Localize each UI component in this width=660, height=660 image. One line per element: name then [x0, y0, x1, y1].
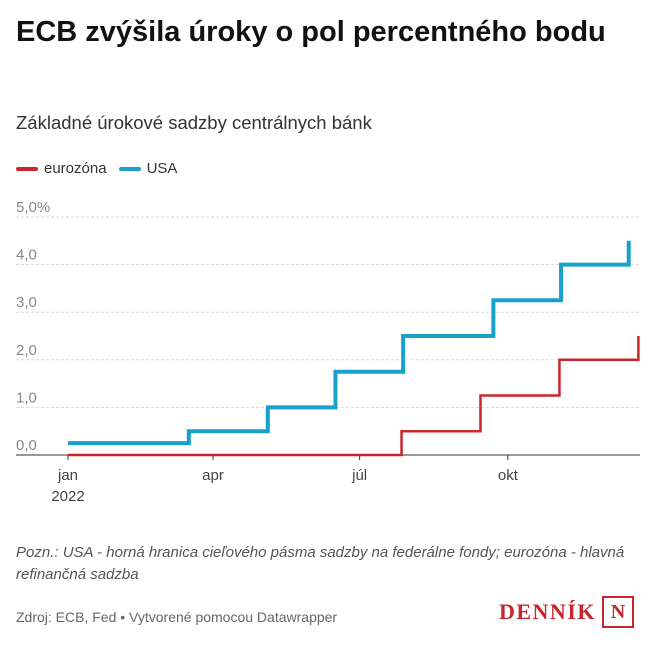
- logo-n-box: N: [602, 596, 634, 628]
- x-tick-label: júl: [351, 467, 367, 484]
- legend-label-usa: USA: [146, 160, 178, 177]
- chart-note: Pozn.: USA - horná hranica cieľového pás…: [16, 544, 625, 583]
- legend-label-eurozone: eurozóna: [44, 160, 107, 177]
- gridlines: [16, 216, 640, 456]
- legend-item-usa: USA: [118, 160, 178, 177]
- x-tick-sublabel: 2022: [51, 488, 84, 505]
- logo-text: DENNÍK: [498, 599, 596, 624]
- x-tick-label: okt: [498, 467, 519, 484]
- legend-item-eurozone: eurozóna: [16, 160, 107, 177]
- source-credit: Zdroj: ECB, Fed • Vytvorené pomocou Data…: [16, 609, 338, 625]
- legend: eurozóna USA: [16, 160, 177, 177]
- y-tick-label: 2,0: [16, 342, 37, 359]
- legend-swatch-eurozone: [16, 166, 38, 171]
- x-axis-ticks: jan 2022 apr júl okt: [51, 455, 519, 505]
- chart-title: ECB zvýšila úroky o pol percentného bodu: [16, 16, 606, 48]
- legend-swatch-usa: [118, 166, 141, 171]
- x-tick-label: apr: [202, 467, 224, 484]
- dennik-n-logo[interactable]: DENNÍK N: [499, 596, 634, 628]
- line-chart: 0,0 1,0 2,0 3,0 4,0 5,0% jan 2022 apr júl okt: [16, 199, 640, 505]
- y-tick-label: 1,0: [16, 389, 37, 406]
- y-tick-label: 3,0: [16, 294, 37, 311]
- y-tick-label: 0,0: [16, 437, 37, 454]
- y-tick-label: 4,0: [16, 247, 37, 264]
- y-tick-label: 5,0%: [16, 199, 50, 216]
- series-line-usa: [68, 240, 631, 446]
- series-lines: [68, 240, 640, 457]
- x-tick-label: jan: [57, 467, 78, 484]
- series-line-eurozone: [68, 336, 640, 457]
- chart-subtitle: Základné úrokové sadzby centrálnych bánk: [16, 112, 372, 133]
- y-axis-ticks: 0,0 1,0 2,0 3,0 4,0 5,0%: [16, 199, 50, 454]
